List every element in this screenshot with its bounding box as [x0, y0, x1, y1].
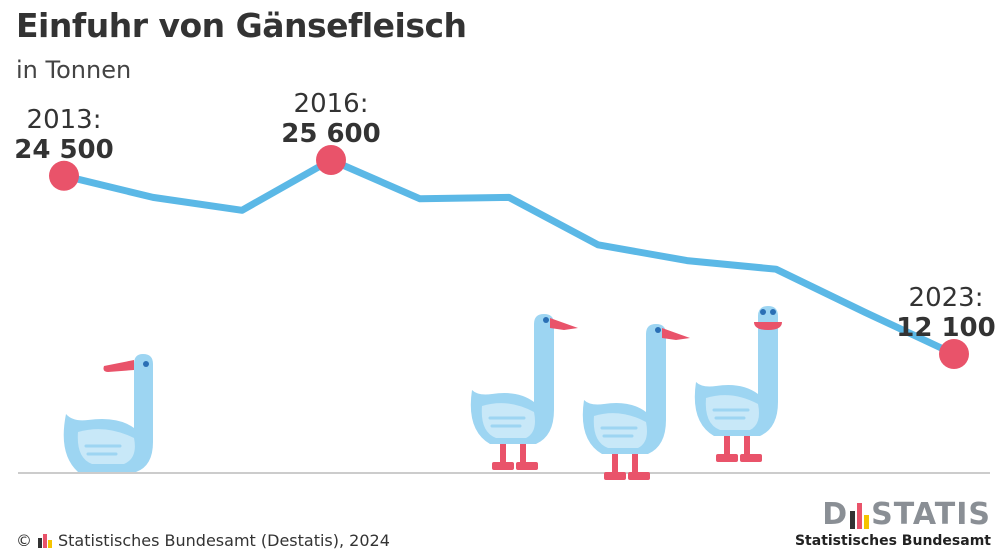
logo-word-rest: STATIS: [871, 497, 991, 532]
series-line: [60, 156, 958, 358]
callout-value-label: 25 600: [281, 119, 381, 149]
goose-icon: [581, 322, 668, 482]
callout-year-label: 2013:: [27, 105, 102, 135]
callout-year-label: 2023:: [909, 283, 984, 313]
goose-eye: [655, 327, 661, 333]
logo-subline: Statistisches Bundesamt: [794, 533, 991, 549]
source-text: Statistisches Bundesamt (Destatis), 2024: [58, 531, 390, 550]
goose-icon: [62, 352, 155, 474]
data-point-marker: [939, 339, 969, 369]
goose-eye: [760, 309, 766, 315]
data-point-marker: [316, 145, 346, 175]
chart-title: Einfuhr von Gänsefleisch: [16, 6, 467, 45]
callout-value-label: 24 500: [14, 135, 114, 165]
logo-flag-icon: [850, 503, 870, 529]
goose-beak: [754, 322, 782, 330]
goose-beak: [550, 318, 578, 330]
destatis-flag-icon: [38, 533, 52, 548]
chart-subtitle: in Tonnen: [16, 56, 132, 84]
goose-icon: [469, 312, 556, 472]
copyright-symbol: ©: [16, 531, 32, 550]
goose-beak: [662, 328, 690, 340]
callout-value-label: 12 100: [896, 313, 996, 343]
source-footer: © Statistisches Bundesamt (Destatis), 20…: [16, 531, 390, 550]
logo-letter-d: D: [822, 497, 849, 532]
goose-eye: [543, 317, 549, 323]
data-point-marker: [49, 160, 79, 191]
goose-illustrations: [62, 304, 782, 482]
goose-eye: [770, 309, 776, 315]
callout-year-label: 2016:: [294, 89, 369, 119]
destatis-logo: D STATIS Statistisches Bundesamt: [795, 497, 991, 549]
